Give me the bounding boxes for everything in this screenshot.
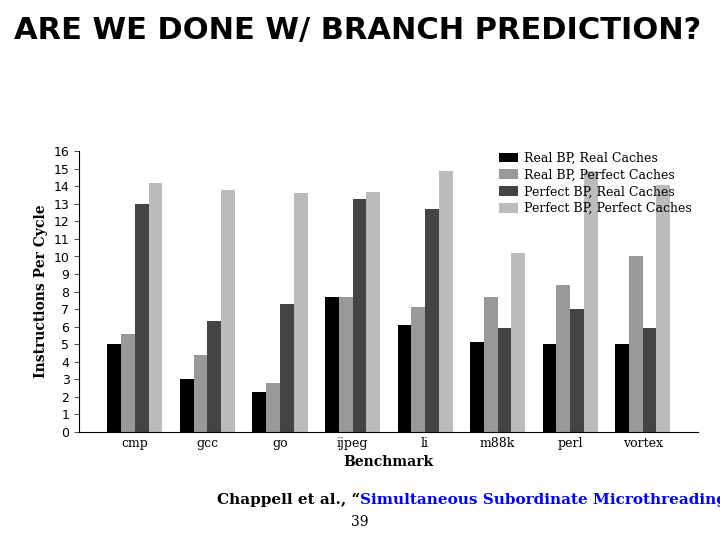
X-axis label: Benchmark: Benchmark	[343, 455, 434, 469]
Bar	[397, 325, 411, 432]
Bar	[511, 253, 525, 432]
Bar	[338, 297, 353, 432]
Bar	[294, 193, 307, 432]
Bar	[543, 345, 557, 432]
Bar	[470, 342, 484, 432]
Text: 39: 39	[351, 515, 369, 529]
Text: Simultaneous Subordinate Microthreading (SSMT): Simultaneous Subordinate Microthreading …	[360, 492, 720, 507]
Bar	[629, 256, 643, 432]
Bar	[411, 307, 425, 432]
Bar	[366, 192, 380, 432]
Text: Chappell et al., “: Chappell et al., “	[217, 492, 360, 507]
Bar	[570, 309, 584, 432]
Bar	[280, 304, 294, 432]
Bar	[180, 379, 194, 432]
Bar	[149, 183, 163, 432]
Text: ARE WE DONE W/ BRANCH PREDICTION?: ARE WE DONE W/ BRANCH PREDICTION?	[14, 16, 702, 45]
Bar	[135, 204, 149, 432]
Bar	[325, 297, 338, 432]
Bar	[107, 345, 121, 432]
Bar	[643, 328, 657, 432]
Y-axis label: Instructions Per Cycle: Instructions Per Cycle	[34, 205, 48, 379]
Bar	[425, 209, 439, 432]
Bar	[584, 171, 598, 432]
Bar	[121, 334, 135, 432]
Bar	[194, 355, 207, 432]
Bar	[353, 199, 366, 432]
Bar	[557, 285, 570, 432]
Bar	[657, 185, 670, 432]
Bar	[484, 297, 498, 432]
Bar	[615, 345, 629, 432]
Bar	[207, 321, 221, 432]
Bar	[266, 383, 280, 432]
Bar	[439, 171, 453, 432]
Bar	[253, 392, 266, 432]
Bar	[498, 328, 511, 432]
Bar	[221, 190, 235, 432]
Legend: Real BP, Real Caches, Real BP, Perfect Caches, Perfect BP, Real Caches, Perfect : Real BP, Real Caches, Real BP, Perfect C…	[500, 152, 692, 215]
